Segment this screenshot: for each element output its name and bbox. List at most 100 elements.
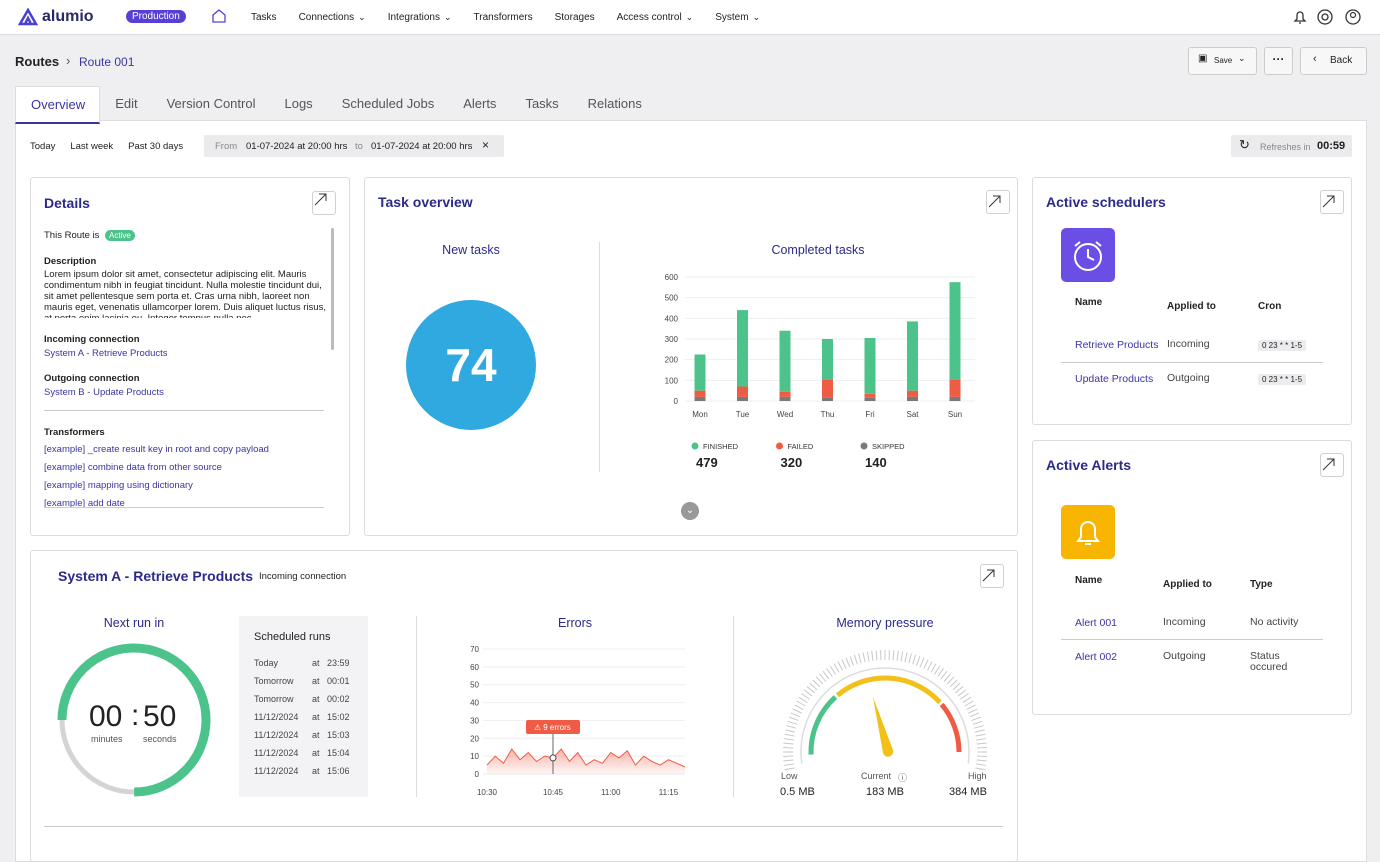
to-date: 01-07-2024 at 20:00 hrs (371, 141, 472, 152)
tab[interactable]: Relations (573, 86, 656, 124)
scroll-down[interactable]: ⌄ (681, 502, 699, 520)
current-value: 183 MB (866, 786, 904, 798)
table-cell[interactable]: Alert 001 (1075, 617, 1117, 629)
connection-card (30, 550, 1018, 862)
tab[interactable]: Tasks (510, 86, 572, 124)
more-button[interactable]: ··· (1264, 47, 1293, 75)
low-label: Low (781, 771, 798, 781)
divider (599, 242, 600, 472)
home-icon[interactable] (211, 8, 227, 24)
table-cell[interactable]: Update Products (1075, 373, 1153, 385)
nav-caret: ⌄ (444, 12, 452, 23)
table-cell: No activity (1250, 617, 1310, 628)
high-value: 384 MB (949, 786, 987, 798)
nav-caret: ⌄ (753, 12, 761, 23)
info-icon[interactable]: ⓘ (898, 771, 907, 784)
incoming-label: Incoming connection (44, 334, 140, 345)
run-cell: 15:03 (327, 730, 350, 740)
transformer-link[interactable]: [example] _create result key in root and… (44, 441, 269, 459)
table-cell[interactable]: Alert 002 (1075, 651, 1117, 663)
seconds-label: seconds (143, 734, 177, 744)
high-label: High (968, 771, 987, 781)
card-title: Active schedulers (1046, 194, 1166, 210)
range-option[interactable]: Last week (70, 141, 113, 152)
row-divider (1061, 639, 1323, 640)
tab[interactable]: Scheduled Jobs (327, 86, 449, 124)
nav-item[interactable]: Transformers (474, 12, 533, 23)
run-cell: Tomorrow (254, 676, 294, 686)
nav-label: Storages (555, 12, 595, 23)
divider (44, 826, 1003, 827)
run-cell: at (312, 766, 320, 776)
table-header: Cron (1258, 301, 1281, 312)
to-label: to (355, 141, 363, 152)
expand-button[interactable] (1320, 453, 1344, 477)
nav-item[interactable]: Connections⌄ (299, 12, 366, 23)
outgoing-label: Outgoing connection (44, 373, 140, 384)
nav-label: Tasks (251, 12, 277, 23)
transformers: [example] _create result key in root and… (44, 441, 269, 513)
divider (733, 616, 734, 797)
table-cell: Status occured (1250, 651, 1310, 673)
run-cell: at (312, 712, 320, 722)
nav-label: Transformers (474, 12, 533, 23)
breadcrumb-root[interactable]: Routes (15, 54, 59, 69)
clear-icon[interactable]: × (482, 138, 489, 152)
run-cell: 11/12/2024 (254, 712, 298, 722)
table-header: Name (1075, 297, 1102, 308)
transformer-link[interactable]: [example] combine data from other source (44, 459, 269, 477)
outgoing-link[interactable]: System B - Update Products (44, 387, 164, 398)
run-cell: 23:59 (327, 658, 350, 668)
expand-button[interactable] (1320, 190, 1344, 214)
divider (416, 616, 417, 797)
run-cell: at (312, 676, 320, 686)
tab[interactable]: Overview (15, 86, 100, 124)
run-cell: 00:01 (327, 676, 350, 686)
run-cell: at (312, 748, 320, 758)
transformer-link[interactable]: [example] add date (44, 495, 269, 513)
run-cell: 11/12/2024 (254, 730, 298, 740)
range-filters: Today Last week Past 30 days (30, 141, 183, 152)
incoming-link[interactable]: System A - Retrieve Products (44, 348, 168, 359)
scrollbar[interactable] (331, 228, 334, 350)
expand-button[interactable] (986, 190, 1010, 214)
nav-item[interactable]: System⌄ (715, 12, 760, 23)
nav-label: Access control (617, 12, 682, 23)
card-title: Details (44, 195, 90, 211)
env-badge[interactable]: Production (126, 10, 186, 23)
separator: : (131, 699, 139, 733)
nav-item[interactable]: Storages (555, 12, 595, 23)
transformer-link[interactable]: [example] mapping using dictionary (44, 477, 269, 495)
range-option[interactable]: Today (30, 141, 55, 152)
run-cell: 15:04 (327, 748, 350, 758)
nav-icons[interactable] (1290, 8, 1365, 26)
seconds: 50 (143, 700, 176, 734)
run-cell: 15:02 (327, 712, 350, 722)
expand-button[interactable] (312, 191, 336, 215)
nav-item[interactable]: Integrations⌄ (388, 12, 452, 23)
range-option[interactable]: Past 30 days (128, 141, 183, 152)
tab[interactable]: Logs (269, 86, 326, 124)
tab[interactable]: Alerts (448, 86, 510, 124)
breadcrumb-sep: › (66, 53, 70, 68)
nav-item[interactable]: Tasks (251, 12, 277, 23)
table-header: Applied to (1163, 579, 1212, 590)
run-cell: at (312, 694, 320, 704)
new-tasks-count: 74 (406, 300, 536, 430)
table-cell: Incoming (1167, 339, 1227, 350)
tab[interactable]: Version Control (152, 86, 270, 124)
nav-label: Connections (299, 12, 355, 23)
logo: alumio (42, 8, 94, 26)
tab[interactable]: Edit (100, 86, 151, 124)
run-cell: 15:06 (327, 766, 350, 776)
table-cell[interactable]: Retrieve Products (1075, 339, 1158, 351)
card-subtitle: Incoming connection (259, 571, 346, 582)
run-cell: 11/12/2024 (254, 748, 298, 758)
alert-icon (1061, 505, 1115, 559)
expand-button[interactable] (980, 564, 1004, 588)
nav-item[interactable]: Access control⌄ (617, 12, 694, 23)
errors-title: Errors (505, 616, 645, 630)
memory-title: Memory pressure (805, 616, 965, 630)
save-icon: ▣ (1198, 53, 1207, 64)
